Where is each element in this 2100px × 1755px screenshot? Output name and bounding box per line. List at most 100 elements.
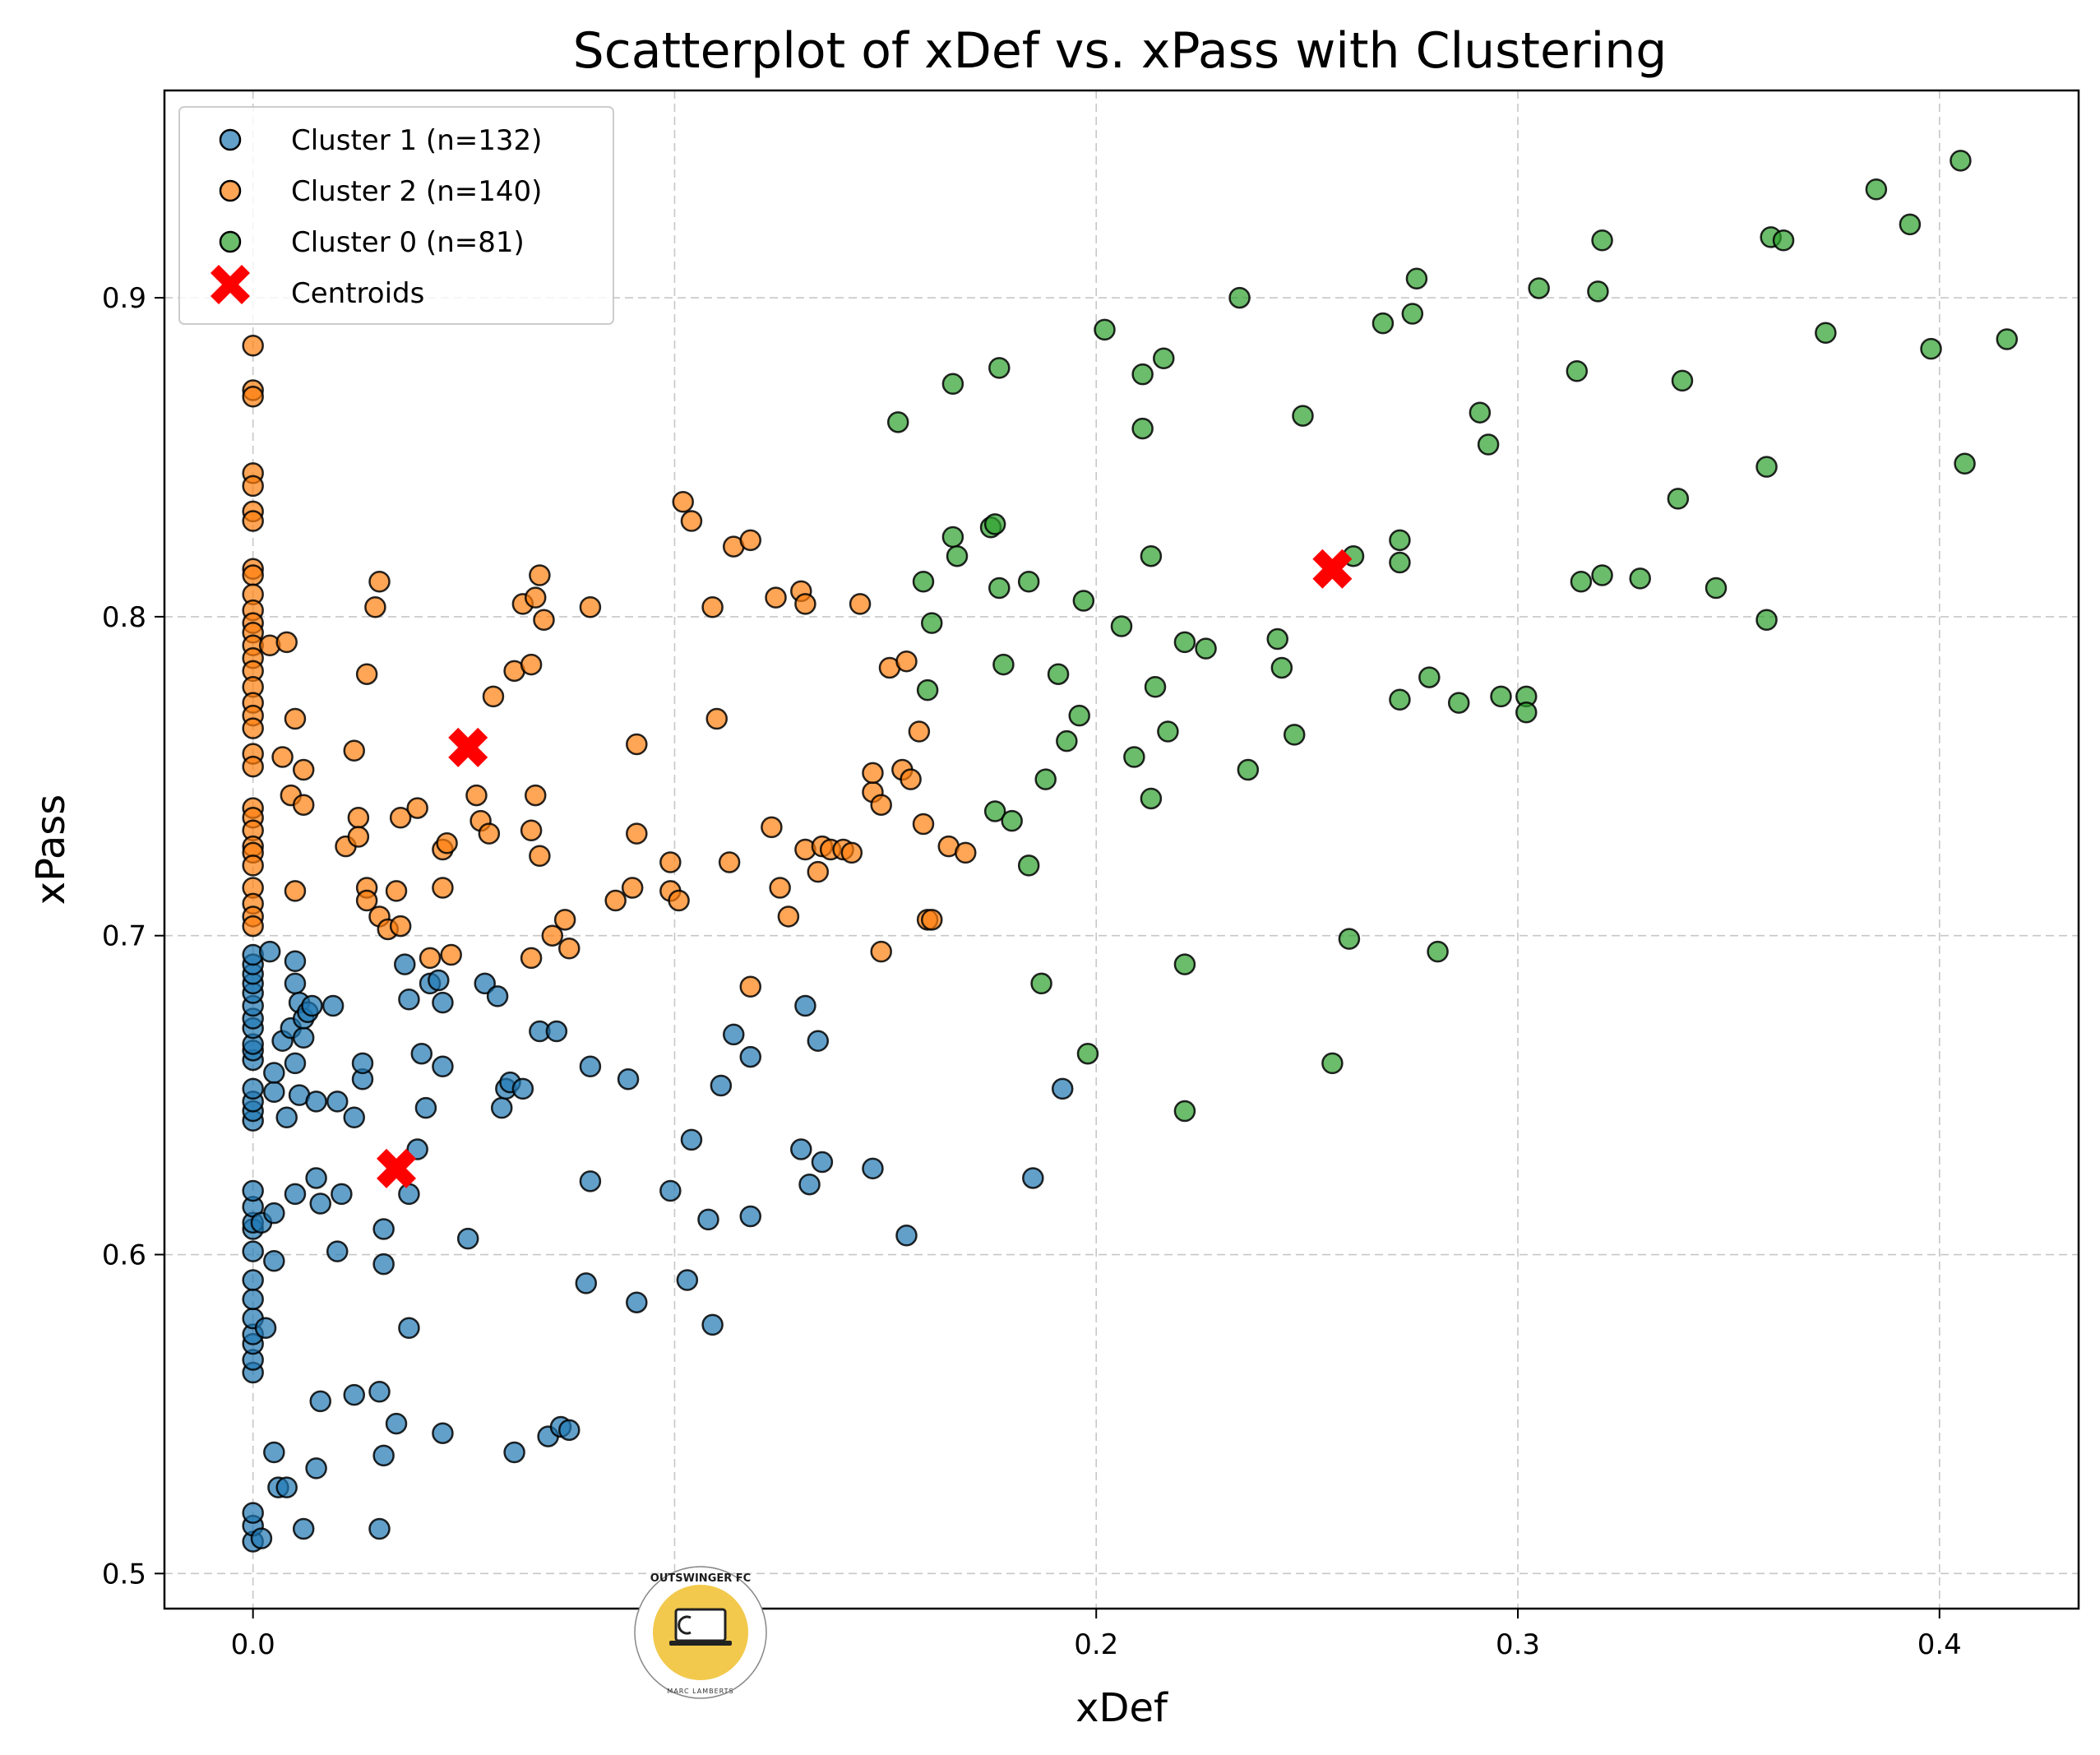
scatter-point-series-2: [1237, 758, 1260, 781]
scatter-point-series-1: [520, 653, 543, 676]
scatter-point-series-2: [1755, 456, 1778, 478]
scatter-point-series-2: [1566, 360, 1589, 382]
scatter-point-series-1: [529, 845, 551, 868]
scatter-point-series-2: [1772, 229, 1795, 252]
scatter-point-series-0: [432, 991, 454, 1014]
scatter-point-series-0: [263, 1062, 285, 1084]
x-tick-label: 0.2: [1074, 1628, 1118, 1661]
scatter-point-series-2: [1629, 567, 1651, 590]
scatter-point-series-1: [659, 851, 682, 873]
scatter-point-series-0: [486, 985, 509, 1007]
scatter-point-series-0: [474, 972, 496, 995]
scatter-point-series-0: [545, 1020, 568, 1043]
scatter-point-series-0: [739, 1045, 762, 1068]
scatter-point-series-2: [1591, 564, 1613, 586]
scatter-point-series-0: [575, 1272, 598, 1294]
legend-marker-cluster-0: [219, 230, 242, 253]
scatter-point-series-0: [326, 1091, 349, 1113]
scatter-point-series-1: [955, 841, 977, 864]
scatter-point-series-1: [242, 915, 264, 938]
scatter-point-series-1: [242, 335, 264, 357]
scatter-point-series-2: [983, 800, 1006, 822]
scatter-point-series-2: [1447, 692, 1470, 714]
scatter-point-series-0: [659, 1179, 682, 1202]
scatter-point-series-2: [988, 577, 1011, 600]
scatter-point-series-2: [1056, 729, 1078, 752]
scatter-point-series-0: [275, 1106, 298, 1129]
scatter-point-series-0: [722, 1023, 745, 1046]
scatter-point-series-0: [305, 1091, 327, 1113]
scatter-point-series-2: [1667, 488, 1690, 510]
scatter-point-series-2: [1515, 701, 1538, 724]
scatter-point-series-1: [242, 386, 264, 408]
scatter-point-series-0: [263, 1081, 285, 1103]
scatter-point-series-0: [301, 994, 323, 1017]
scatter-point-series-1: [680, 510, 703, 532]
scatter-point-series-2: [1528, 277, 1550, 299]
scatter-point-series-2: [1131, 363, 1154, 386]
scatter-point-series-0: [798, 1173, 821, 1196]
scatter-point-series-1: [739, 529, 762, 552]
scatter-point-series-1: [389, 806, 412, 829]
scatter-point-series-2: [1157, 720, 1179, 743]
scatter-point-series-0: [862, 1157, 884, 1180]
scatter-point-series-1: [368, 570, 391, 593]
scatter-point-series-0: [305, 1457, 327, 1479]
scatter-point-series-1: [621, 877, 644, 899]
scatter-point-series-0: [263, 1250, 285, 1272]
legend-label-cluster-1: Cluster 1 (n=132): [291, 124, 542, 157]
scatter-point-series-0: [406, 1138, 428, 1160]
scatter-point-series-0: [321, 994, 345, 1017]
scatter-point-series-1: [849, 593, 872, 615]
scatter-point-series-0: [284, 972, 307, 995]
scatter-point-series-0: [351, 1052, 374, 1075]
legend-label-centroids: Centroids: [291, 277, 424, 310]
scatter-point-series-1: [440, 943, 462, 966]
scatter-point-series-1: [242, 510, 264, 532]
scatter-point-series-0: [697, 1208, 719, 1231]
scatter-point-series-2: [1017, 570, 1040, 593]
y-axis-label: xPass: [28, 794, 74, 905]
scatter-point-series-2: [1153, 347, 1175, 370]
legend-marker-centroids: [210, 265, 250, 304]
scatter-point-series-1: [355, 663, 378, 685]
scatter-point-series-2: [1338, 928, 1361, 950]
scatter-point-series-1: [347, 826, 370, 848]
scatter-point-series-0: [385, 1412, 408, 1435]
scatter-point-series-0: [414, 1096, 437, 1119]
scatter-point-series-0: [284, 1052, 307, 1075]
scatter-point-series-0: [895, 1225, 918, 1247]
logo-c-glyph-icon: [678, 1615, 692, 1635]
scatter-point-series-1: [701, 596, 724, 618]
scatter-point-series-0: [739, 1205, 762, 1228]
scatter-point-series-0: [394, 953, 416, 975]
scatter-point-series-0: [263, 1441, 285, 1464]
scatter-point-series-2: [921, 612, 943, 634]
scatter-point-series-1: [242, 564, 264, 586]
scatter-point-series-0: [790, 1138, 812, 1160]
y-tick-label: 0.9: [102, 282, 146, 315]
scatter-point-series-2: [1477, 433, 1500, 456]
scatter-point-series-0: [242, 1288, 264, 1311]
scatter-point-series-2: [1001, 809, 1023, 832]
scatter-point-series-2: [1815, 322, 1837, 344]
scatter-point-series-1: [912, 813, 935, 836]
scatter-point-series-0: [343, 1383, 365, 1406]
scatter-point-series-0: [701, 1313, 724, 1336]
y-tick-label: 0.5: [102, 1558, 146, 1591]
scatter-point-series-1: [718, 851, 741, 873]
scatter-point-series-2: [1017, 854, 1040, 877]
scatter-point-series-2: [1389, 529, 1411, 552]
scatter-point-series-1: [604, 889, 627, 912]
scatter-point-series-1: [242, 717, 264, 739]
scatter-point-series-0: [807, 1030, 830, 1052]
y-tick-label: 0.7: [102, 920, 146, 953]
scatter-point-series-2: [1195, 637, 1217, 660]
scatter-point-series-2: [1140, 544, 1163, 567]
scatter-point-series-0: [579, 1170, 602, 1192]
legend: Cluster 1 (n=132) Cluster 2 (n=140) Clus…: [178, 106, 614, 325]
scatter-point-series-0: [626, 1291, 648, 1313]
scatter-point-series-2: [1283, 724, 1306, 746]
scatter-point-series-1: [807, 860, 830, 883]
scatter-point-series-0: [242, 1179, 264, 1202]
